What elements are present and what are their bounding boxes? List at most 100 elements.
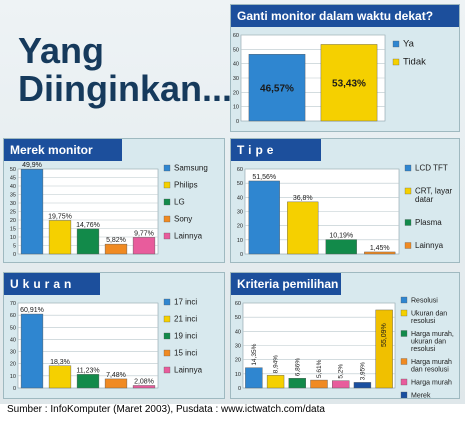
bar <box>20 168 44 255</box>
y-tick-label: 30 <box>10 201 16 207</box>
legend-label: Philips <box>174 181 198 190</box>
data-label: 14,35% <box>251 343 258 365</box>
data-label: 53,43% <box>332 79 366 90</box>
data-label: 11,23% <box>76 367 99 374</box>
y-tick-label: 40 <box>233 62 239 68</box>
bar <box>310 379 328 389</box>
data-label: 7,48% <box>106 372 126 379</box>
bar <box>48 220 72 255</box>
y-tick-label: 10 <box>10 374 16 380</box>
source-note: Sumber : InfoKomputer (Maret 2003), Pusd… <box>7 404 325 415</box>
y-tick-label: 0 <box>13 386 16 392</box>
y-tick-label: 30 <box>10 350 16 356</box>
legend-label: Ukuran dan resolusi <box>411 311 447 326</box>
legend-swatch <box>404 164 412 172</box>
legend-swatch <box>163 366 171 374</box>
y-tick-label: 60 <box>235 301 241 307</box>
panel-tipe: Tipe 0 10 20 30 40 50 60 51,56% 36,8% 10,19% 1,45%… <box>230 138 460 263</box>
y-tick-label: 0 <box>236 119 239 125</box>
legend-swatch <box>404 219 412 226</box>
headline-line2: Diinginkan... <box>18 68 233 109</box>
legend-swatch <box>404 187 412 195</box>
data-label: 3,95% <box>359 362 366 381</box>
legend-label: 21 inci <box>174 315 197 324</box>
bar <box>132 237 156 255</box>
bar <box>132 385 156 389</box>
data-label: 36,8% <box>293 195 313 202</box>
data-label: 55,09% <box>381 323 388 347</box>
chart-kriteria: 0 10 20 30 40 50 60 14,35% 8,94% 6,86% 5,61% 5,2% 3,… <box>235 296 454 399</box>
bar <box>288 378 306 389</box>
y-tick-label: 30 <box>233 76 239 82</box>
chart-ganti: 0 10 20 30 40 50 60 46,57% 53,43% Ya Tidak <box>233 33 426 125</box>
data-label: 5,61% <box>316 359 323 378</box>
legend-label: Sony <box>174 215 192 224</box>
legend-swatch <box>400 309 408 317</box>
legend-label: Lainnya <box>174 232 203 241</box>
legend-swatch <box>163 164 171 172</box>
legend-swatch <box>400 358 408 365</box>
bar <box>20 313 44 389</box>
panel-ukuran: Ukuran 0 10 20 30 40 50 60 70 60,91% 18,3% 11,23% 7… <box>3 272 225 399</box>
bar <box>320 44 378 122</box>
legend-swatch <box>163 198 171 206</box>
bar <box>353 382 372 389</box>
headline-line1: Yang <box>18 30 105 71</box>
legend-label: 17 inci <box>174 298 197 307</box>
panel-title: Tipe <box>231 139 321 161</box>
legend-swatch <box>163 215 171 223</box>
chart-merek: 0 5 10 15 20 25 30 35 40 45 50 49,9% 19,75% 14,76% 5,8… <box>10 162 208 258</box>
y-tick-label: 60 <box>10 313 16 319</box>
legend-label: Harga murah, ukuran dan resolusi <box>411 331 454 353</box>
data-label: 19,75% <box>48 213 72 220</box>
bar <box>248 54 306 122</box>
y-tick-label: 40 <box>10 337 16 343</box>
y-tick-label: 20 <box>237 224 243 230</box>
bar <box>248 180 280 255</box>
legend-swatch <box>163 315 171 323</box>
legend-label: Merek <box>411 393 431 399</box>
y-tick-label: 50 <box>10 325 16 331</box>
legend-label: LCD TFT <box>415 164 448 173</box>
data-label: 49,9% <box>22 162 42 169</box>
data-label: 2,08% <box>134 378 154 385</box>
legend-swatch <box>163 181 171 189</box>
y-tick-label: 10 <box>233 105 239 111</box>
legend-swatch <box>392 40 400 48</box>
data-label: 5,2% <box>338 364 345 379</box>
legend-label: Lainnya <box>174 366 203 375</box>
legend-swatch <box>400 378 408 386</box>
data-label: 5,82% <box>106 237 126 244</box>
legend-label: Samsung <box>174 164 208 173</box>
legend-label: Lainnya <box>415 241 444 250</box>
data-label: 60,91% <box>20 307 44 314</box>
legend-label: Ya <box>403 39 415 50</box>
y-tick-label: 5 <box>13 244 16 250</box>
y-tick-label: 60 <box>233 33 239 39</box>
bar <box>375 309 393 389</box>
legend-label: Plasma <box>415 218 442 227</box>
legend-swatch <box>392 58 400 66</box>
data-label: 51,56% <box>252 174 276 181</box>
data-label: 18,3% <box>50 359 70 366</box>
legend-swatch <box>400 296 408 304</box>
y-tick-label: 0 <box>238 386 241 392</box>
bar <box>287 201 319 255</box>
legend-label: 15 inci <box>174 349 197 358</box>
bar <box>245 367 263 389</box>
panel-title: Kriteria pemilihan <box>231 273 341 295</box>
y-tick-label: 30 <box>237 210 243 216</box>
y-tick-label: 30 <box>235 344 241 350</box>
y-tick-label: 40 <box>10 184 16 190</box>
panel-title: Merek monitor <box>4 139 122 161</box>
bar <box>266 375 285 389</box>
legend-label: Harga murah <box>411 380 452 387</box>
y-tick-label: 20 <box>235 358 241 364</box>
y-tick-label: 0 <box>240 252 243 258</box>
y-tick-label: 35 <box>10 193 16 199</box>
bar <box>332 380 350 389</box>
legend-swatch <box>400 330 408 337</box>
y-tick-label: 10 <box>237 238 243 244</box>
y-tick-label: 50 <box>233 47 239 53</box>
